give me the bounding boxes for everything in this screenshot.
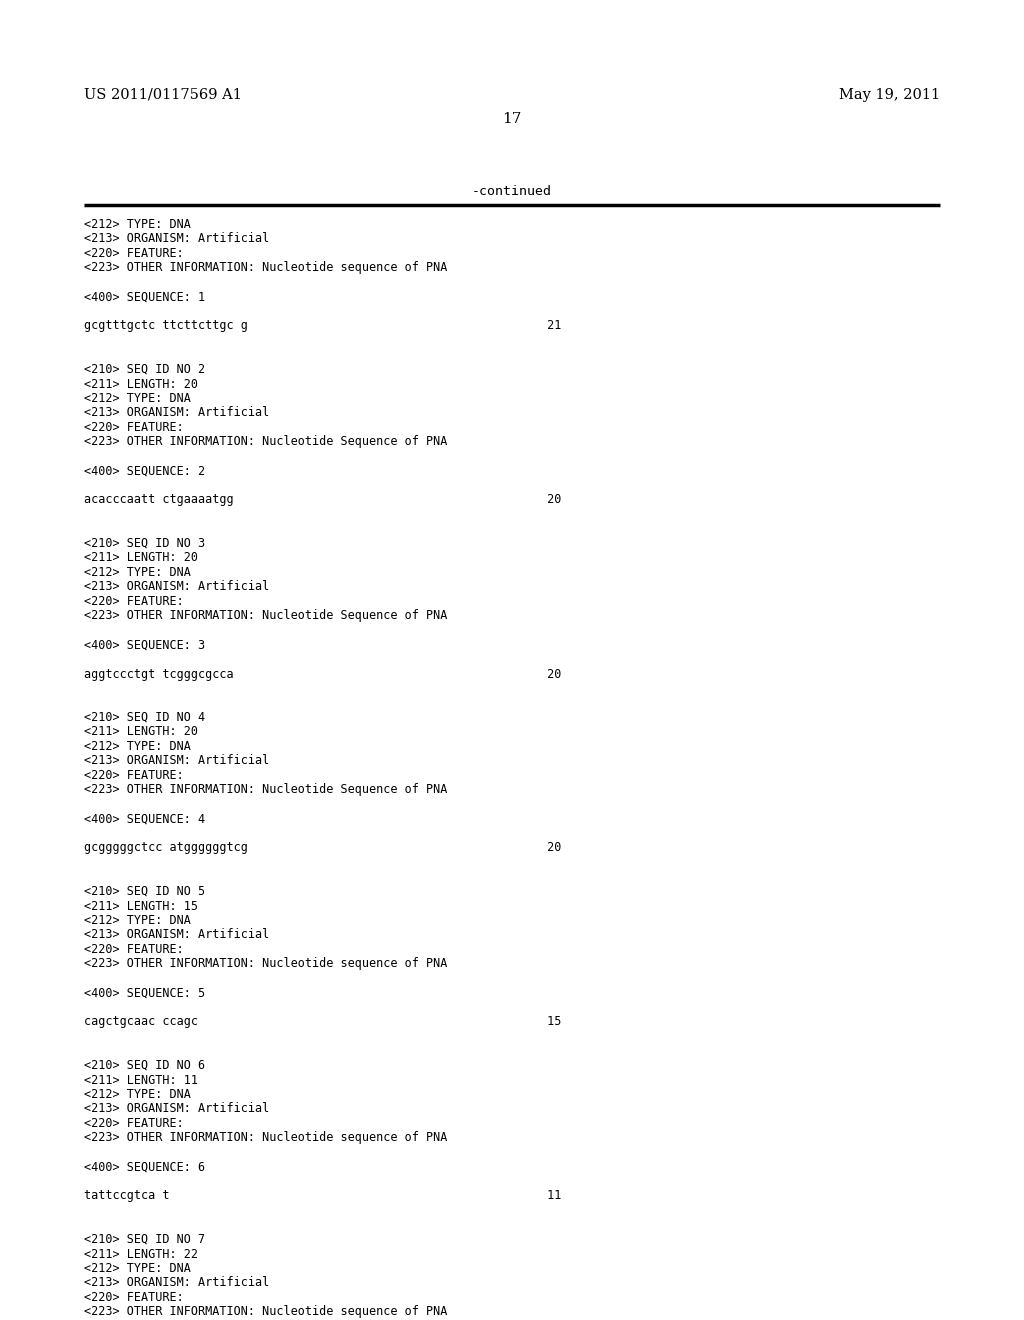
- Text: <213> ORGANISM: Artificial: <213> ORGANISM: Artificial: [84, 1102, 269, 1115]
- Text: <212> TYPE: DNA: <212> TYPE: DNA: [84, 566, 190, 579]
- Text: <220> FEATURE:: <220> FEATURE:: [84, 1291, 183, 1304]
- Text: <210> SEQ ID NO 2: <210> SEQ ID NO 2: [84, 363, 205, 376]
- Text: <220> FEATURE:: <220> FEATURE:: [84, 595, 183, 609]
- Text: <223> OTHER INFORMATION: Nucleotide sequence of PNA: <223> OTHER INFORMATION: Nucleotide sequ…: [84, 957, 447, 970]
- Text: <213> ORGANISM: Artificial: <213> ORGANISM: Artificial: [84, 1276, 269, 1290]
- Text: <213> ORGANISM: Artificial: <213> ORGANISM: Artificial: [84, 755, 269, 767]
- Text: <220> FEATURE:: <220> FEATURE:: [84, 770, 183, 781]
- Text: <223> OTHER INFORMATION: Nucleotide Sequence of PNA: <223> OTHER INFORMATION: Nucleotide Sequ…: [84, 784, 447, 796]
- Text: <213> ORGANISM: Artificial: <213> ORGANISM: Artificial: [84, 232, 269, 246]
- Text: <400> SEQUENCE: 3: <400> SEQUENCE: 3: [84, 639, 205, 652]
- Text: <212> TYPE: DNA: <212> TYPE: DNA: [84, 913, 190, 927]
- Text: gcgtttgctc ttcttcttgc g                                          21: gcgtttgctc ttcttcttgc g 21: [84, 319, 561, 333]
- Text: <400> SEQUENCE: 1: <400> SEQUENCE: 1: [84, 290, 205, 304]
- Text: <220> FEATURE:: <220> FEATURE:: [84, 1117, 183, 1130]
- Text: -continued: -continued: [472, 185, 552, 198]
- Text: <213> ORGANISM: Artificial: <213> ORGANISM: Artificial: [84, 407, 269, 420]
- Text: <212> TYPE: DNA: <212> TYPE: DNA: [84, 218, 190, 231]
- Text: <213> ORGANISM: Artificial: <213> ORGANISM: Artificial: [84, 928, 269, 941]
- Text: <210> SEQ ID NO 3: <210> SEQ ID NO 3: [84, 537, 205, 550]
- Text: acacccaatt ctgaaaatgg                                            20: acacccaatt ctgaaaatgg 20: [84, 494, 561, 507]
- Text: <223> OTHER INFORMATION: Nucleotide Sequence of PNA: <223> OTHER INFORMATION: Nucleotide Sequ…: [84, 436, 447, 449]
- Text: <220> FEATURE:: <220> FEATURE:: [84, 942, 183, 956]
- Text: <210> SEQ ID NO 4: <210> SEQ ID NO 4: [84, 711, 205, 723]
- Text: <220> FEATURE:: <220> FEATURE:: [84, 247, 183, 260]
- Text: 17: 17: [503, 112, 521, 125]
- Text: <211> LENGTH: 20: <211> LENGTH: 20: [84, 552, 198, 565]
- Text: <210> SEQ ID NO 5: <210> SEQ ID NO 5: [84, 884, 205, 898]
- Text: tattccgtca t                                                     11: tattccgtca t 11: [84, 1189, 561, 1203]
- Text: <210> SEQ ID NO 6: <210> SEQ ID NO 6: [84, 1059, 205, 1072]
- Text: <400> SEQUENCE: 5: <400> SEQUENCE: 5: [84, 986, 205, 999]
- Text: <211> LENGTH: 20: <211> LENGTH: 20: [84, 726, 198, 738]
- Text: <212> TYPE: DNA: <212> TYPE: DNA: [84, 392, 190, 405]
- Text: aggtccctgt tcgggcgcca                                            20: aggtccctgt tcgggcgcca 20: [84, 668, 561, 681]
- Text: gcgggggctcc atggggggtcg                                          20: gcgggggctcc atggggggtcg 20: [84, 842, 561, 854]
- Text: May 19, 2011: May 19, 2011: [839, 88, 940, 102]
- Text: <220> FEATURE:: <220> FEATURE:: [84, 421, 183, 434]
- Text: <223> OTHER INFORMATION: Nucleotide sequence of PNA: <223> OTHER INFORMATION: Nucleotide sequ…: [84, 1305, 447, 1319]
- Text: <223> OTHER INFORMATION: Nucleotide Sequence of PNA: <223> OTHER INFORMATION: Nucleotide Sequ…: [84, 610, 447, 623]
- Text: <211> LENGTH: 11: <211> LENGTH: 11: [84, 1073, 198, 1086]
- Text: <211> LENGTH: 15: <211> LENGTH: 15: [84, 899, 198, 912]
- Text: <212> TYPE: DNA: <212> TYPE: DNA: [84, 1088, 190, 1101]
- Text: <210> SEQ ID NO 7: <210> SEQ ID NO 7: [84, 1233, 205, 1246]
- Text: US 2011/0117569 A1: US 2011/0117569 A1: [84, 88, 242, 102]
- Text: <213> ORGANISM: Artificial: <213> ORGANISM: Artificial: [84, 581, 269, 594]
- Text: <400> SEQUENCE: 2: <400> SEQUENCE: 2: [84, 465, 205, 478]
- Text: <400> SEQUENCE: 6: <400> SEQUENCE: 6: [84, 1160, 205, 1173]
- Text: <223> OTHER INFORMATION: Nucleotide sequence of PNA: <223> OTHER INFORMATION: Nucleotide sequ…: [84, 1131, 447, 1144]
- Text: <223> OTHER INFORMATION: Nucleotide sequence of PNA: <223> OTHER INFORMATION: Nucleotide sequ…: [84, 261, 447, 275]
- Text: <212> TYPE: DNA: <212> TYPE: DNA: [84, 1262, 190, 1275]
- Text: <211> LENGTH: 22: <211> LENGTH: 22: [84, 1247, 198, 1261]
- Text: <400> SEQUENCE: 4: <400> SEQUENCE: 4: [84, 813, 205, 825]
- Text: <212> TYPE: DNA: <212> TYPE: DNA: [84, 741, 190, 752]
- Text: <211> LENGTH: 20: <211> LENGTH: 20: [84, 378, 198, 391]
- Text: cagctgcaac ccagc                                                 15: cagctgcaac ccagc 15: [84, 1015, 561, 1028]
